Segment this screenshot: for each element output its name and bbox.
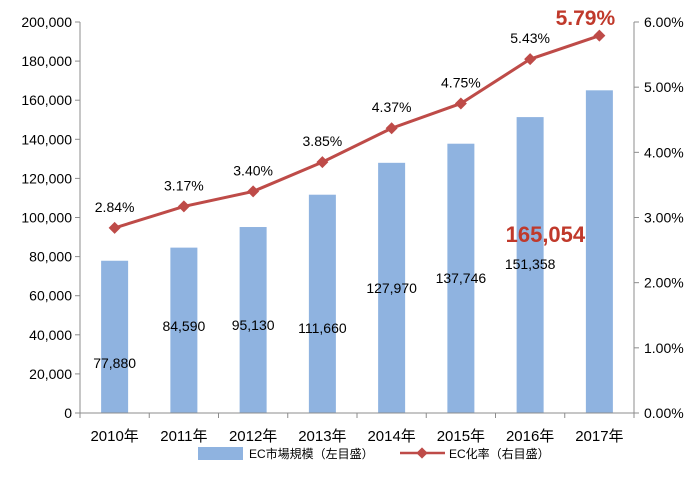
right-tick-label: 3.00% <box>644 210 684 226</box>
bar <box>378 162 406 413</box>
bar-value-label: 165,054 <box>506 222 586 247</box>
line-value-label: 5.43% <box>510 30 550 46</box>
right-axis-ticks: 0.00% 1.00% 2.00% 3.00% 4.00% 5.00% 6.00% <box>634 14 684 421</box>
x-tick-label: 2017年 <box>575 428 623 445</box>
line-point <box>385 122 398 135</box>
bar-value-label: 127,970 <box>366 280 417 296</box>
axes <box>79 22 635 418</box>
line-point <box>454 97 467 110</box>
bar-value-labels: 77,880 84,590 95,130 111,660 127,970 137,746 1… <box>93 222 586 371</box>
left-tick-label: 160,000 <box>21 92 72 108</box>
line-value-label: 3.85% <box>303 133 343 149</box>
bar-series <box>101 90 613 414</box>
left-tick-label: 0 <box>64 405 72 421</box>
left-tick-label: 120,000 <box>21 170 72 186</box>
right-tick-label: 6.00% <box>644 14 684 30</box>
legend-bar-swatch <box>198 447 243 460</box>
bar <box>447 143 475 413</box>
line-point <box>177 200 190 213</box>
bar-value-label: 111,660 <box>298 320 347 336</box>
line-value-label: 2.84% <box>95 199 135 215</box>
bar <box>516 117 544 414</box>
bar <box>170 247 198 413</box>
left-tick-label: 40,000 <box>29 327 72 343</box>
legend-line-marker <box>416 447 428 459</box>
line-point <box>247 185 260 198</box>
x-tick-label: 2010年 <box>90 428 138 445</box>
x-tick-label: 2012年 <box>229 428 277 445</box>
x-tick-label: 2015年 <box>437 428 485 445</box>
left-tick-label: 80,000 <box>29 249 72 265</box>
bar <box>585 90 613 413</box>
left-tick-label: 180,000 <box>21 53 72 69</box>
left-tick-label: 60,000 <box>29 288 72 304</box>
legend-line-label: EC化率（右目盛） <box>449 446 550 461</box>
bar <box>101 260 129 413</box>
right-tick-label: 2.00% <box>644 275 684 291</box>
line-value-label: 3.40% <box>233 162 273 178</box>
line-value-label: 4.75% <box>441 74 481 90</box>
bar <box>308 194 336 413</box>
x-tick-label: 2011年 <box>160 428 207 445</box>
right-tick-label: 4.00% <box>644 144 684 160</box>
right-tick-label: 5.00% <box>644 79 684 95</box>
x-tick-label: 2014年 <box>367 428 415 445</box>
line-value-label: 4.37% <box>372 99 412 115</box>
bar-value-label: 84,590 <box>162 318 205 334</box>
line-point <box>108 221 121 234</box>
line-value-labels: 2.84% 3.17% 3.40% 3.85% 4.37% 4.75% 5.43% 5.79% <box>95 7 616 215</box>
left-tick-label: 140,000 <box>21 131 72 147</box>
bar-value-label: 77,880 <box>93 355 136 371</box>
left-tick-label: 200,000 <box>21 14 72 30</box>
left-tick-label: 20,000 <box>29 366 72 382</box>
line-value-label: 3.17% <box>164 177 204 193</box>
line-path <box>114 34 600 230</box>
bar <box>239 227 267 413</box>
line-point <box>524 53 537 66</box>
left-axis-ticks: 0 20,000 40,000 60,000 80,000 100,000 120,000 1… <box>21 14 80 421</box>
x-tick-label: 2016年 <box>506 428 554 445</box>
left-tick-label: 100,000 <box>21 210 72 226</box>
bar-value-label: 151,358 <box>505 256 556 272</box>
right-tick-label: 1.00% <box>644 340 684 356</box>
line-point <box>316 156 329 169</box>
x-tick-label: 2013年 <box>298 428 346 445</box>
right-tick-label: 0.00% <box>644 405 684 421</box>
line-point <box>593 29 606 42</box>
line-value-label: 5.79% <box>556 7 616 30</box>
bar-value-label: 95,130 <box>232 317 275 333</box>
x-axis-labels: 2010年 2011年 2012年 2013年 2014年 2015年 2016年 2017年 <box>90 428 623 445</box>
bar-value-label: 137,746 <box>436 270 487 286</box>
legend-bar-label: EC市場規模（左目盛） <box>249 446 374 461</box>
line-series <box>108 29 606 234</box>
legend: EC市場規模（左目盛） EC化率（右目盛） <box>198 446 550 461</box>
